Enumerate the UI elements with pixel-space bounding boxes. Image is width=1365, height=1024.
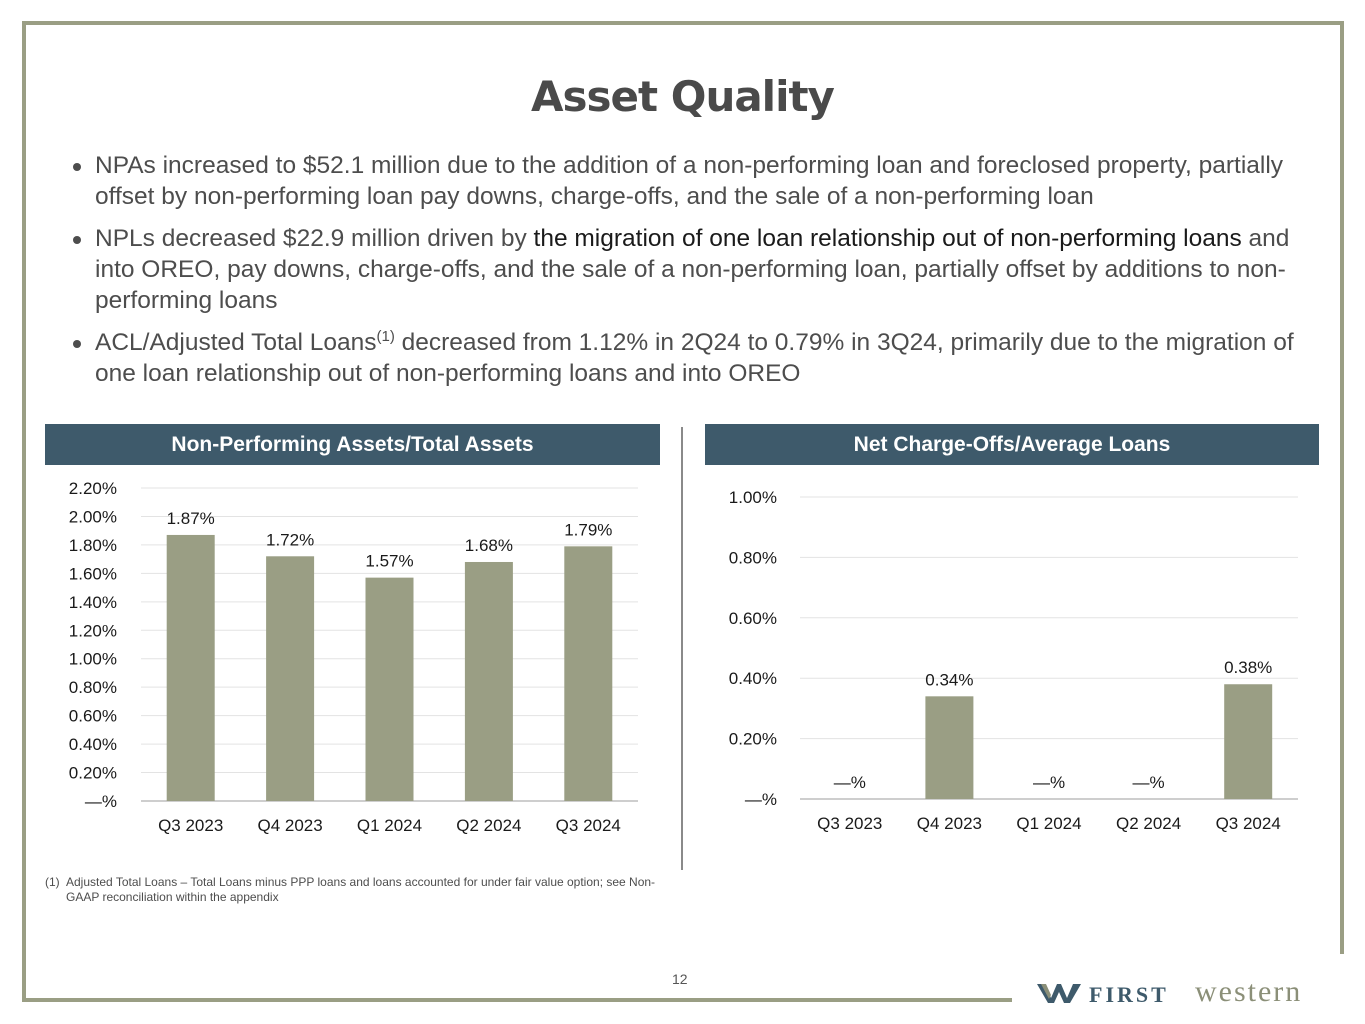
npa-chart-y-tick-label: 0.80% — [69, 678, 117, 697]
nco-chart-data-label: 0.38% — [1224, 658, 1272, 677]
bullet-npas: NPAs increased to $52.1 million due to t… — [70, 150, 1300, 212]
bullet-npls-text-c: and into OREO, pay downs, charge-offs, a… — [95, 225, 1290, 314]
npa-chart-bar — [266, 556, 315, 801]
npa-chart-y-tick-label: 1.60% — [69, 564, 117, 583]
npa-chart-y-tick-label: 2.20% — [69, 479, 117, 498]
nco-chart-x-tick-label: Q3 2024 — [1216, 814, 1281, 833]
footnote-number: (1) — [45, 875, 60, 889]
slide-frame-left — [22, 21, 26, 1002]
npa-chart-x-tick-label: Q4 2023 — [257, 816, 322, 835]
npa-chart-data-label: 1.79% — [564, 520, 612, 539]
page-number: 12 — [672, 971, 688, 987]
npa-chart-bar — [166, 534, 215, 801]
bullet-acl-text-b: decreased from 1.12% in 2Q24 to 0.79% in… — [95, 329, 1294, 387]
nco-chart-data-label: —% — [1033, 773, 1065, 792]
footnote-text: Adjusted Total Loans – Total Loans minus… — [66, 875, 656, 904]
nco-chart-x-tick-label: Q2 2024 — [1116, 814, 1181, 833]
bullet-npls: NPLs decreased $22.9 million driven by t… — [70, 223, 1300, 316]
nco-chart-header: Net Charge-Offs/Average Loans — [705, 424, 1319, 465]
npa-chart-x-tick-label: Q3 2023 — [158, 816, 223, 835]
nco-chart-data-label: 0.34% — [925, 670, 973, 689]
nco-chart-y-tick-label: —% — [745, 790, 777, 809]
npa-chart-y-tick-label: 2.00% — [69, 507, 117, 526]
company-logo: FIRST western — [1037, 975, 1347, 1008]
npa-chart-y-tick-label: 0.40% — [69, 735, 117, 754]
logo-western-text: western — [1195, 975, 1303, 1008]
logo-w-icon — [1037, 984, 1081, 1003]
npa-chart-data-label: 1.68% — [465, 536, 513, 555]
slide-frame-top — [22, 21, 1344, 25]
nco-chart-x-tick-label: Q3 2023 — [817, 814, 882, 833]
nco-chart: —% 0.20% 0.40% 0.60% 0.80% 1.00% —% Q3 2023 0.34… — [729, 488, 1298, 833]
npa-chart-bar — [464, 561, 513, 801]
nco-chart-y-tick-label: 0.20% — [729, 730, 777, 749]
bullet-npls-text-b: the migration of one loan relationship o… — [533, 225, 1242, 252]
slide-frame-right — [1340, 21, 1344, 954]
nco-chart-bar — [1224, 684, 1273, 799]
npa-chart: —% 0.20% 0.40% 0.60% 0.80% 1.00% 1.20% 1.40% 1.6… — [69, 479, 638, 835]
bullet-npas-text: NPAs increased to $52.1 million due to t… — [95, 152, 1284, 210]
panel-divider — [681, 427, 683, 870]
bullet-list: NPAs increased to $52.1 million due to t… — [70, 150, 1300, 400]
npa-chart-y-tick-label: 1.00% — [69, 650, 117, 669]
npa-chart-y-tick-label: 0.20% — [69, 764, 117, 783]
nco-chart-data-label: —% — [834, 773, 866, 792]
nco-chart-bar — [925, 696, 974, 799]
nco-chart-data-label: —% — [1133, 773, 1165, 792]
npa-chart-bar — [564, 546, 613, 801]
npa-chart-y-tick-label: —% — [85, 792, 117, 811]
bullet-acl-text-a: ACL/Adjusted Total Loans — [95, 329, 377, 356]
npa-chart-bar — [365, 577, 414, 801]
logo-first-text: FIRST — [1089, 982, 1169, 1007]
npa-chart-x-tick-label: Q2 2024 — [456, 816, 521, 835]
footnote: (1) Adjusted Total Loans – Total Loans m… — [45, 875, 685, 905]
npa-chart-data-label: 1.72% — [266, 530, 314, 549]
npa-chart-y-tick-label: 1.80% — [69, 536, 117, 555]
slide-frame-bottom — [22, 998, 1012, 1002]
npa-chart-y-tick-label: 0.60% — [69, 707, 117, 726]
nco-chart-y-tick-label: 0.80% — [729, 548, 777, 567]
nco-chart-x-tick-label: Q4 2023 — [917, 814, 982, 833]
nco-chart-y-tick-label: 1.00% — [729, 488, 777, 507]
npa-chart-y-tick-label: 1.40% — [69, 593, 117, 612]
bullet-acl: ACL/Adjusted Total Loans(1) decreased fr… — [70, 327, 1300, 389]
bullet-npls-text-a: NPLs decreased $22.9 million driven by — [95, 225, 534, 252]
page-title: Asset Quality — [531, 72, 835, 121]
nco-chart-y-tick-label: 0.60% — [729, 609, 777, 628]
npa-chart-x-tick-label: Q1 2024 — [357, 816, 422, 835]
npa-chart-data-label: 1.57% — [365, 552, 413, 571]
nco-chart-y-tick-label: 0.40% — [729, 669, 777, 688]
npa-chart-header: Non-Performing Assets/Total Assets — [45, 424, 660, 465]
npa-chart-x-tick-label: Q3 2024 — [556, 816, 621, 835]
npa-chart-data-label: 1.87% — [167, 509, 215, 528]
nco-chart-x-tick-label: Q1 2024 — [1016, 814, 1081, 833]
bullet-acl-footnote-ref: (1) — [376, 328, 395, 345]
npa-chart-y-tick-label: 1.20% — [69, 621, 117, 640]
